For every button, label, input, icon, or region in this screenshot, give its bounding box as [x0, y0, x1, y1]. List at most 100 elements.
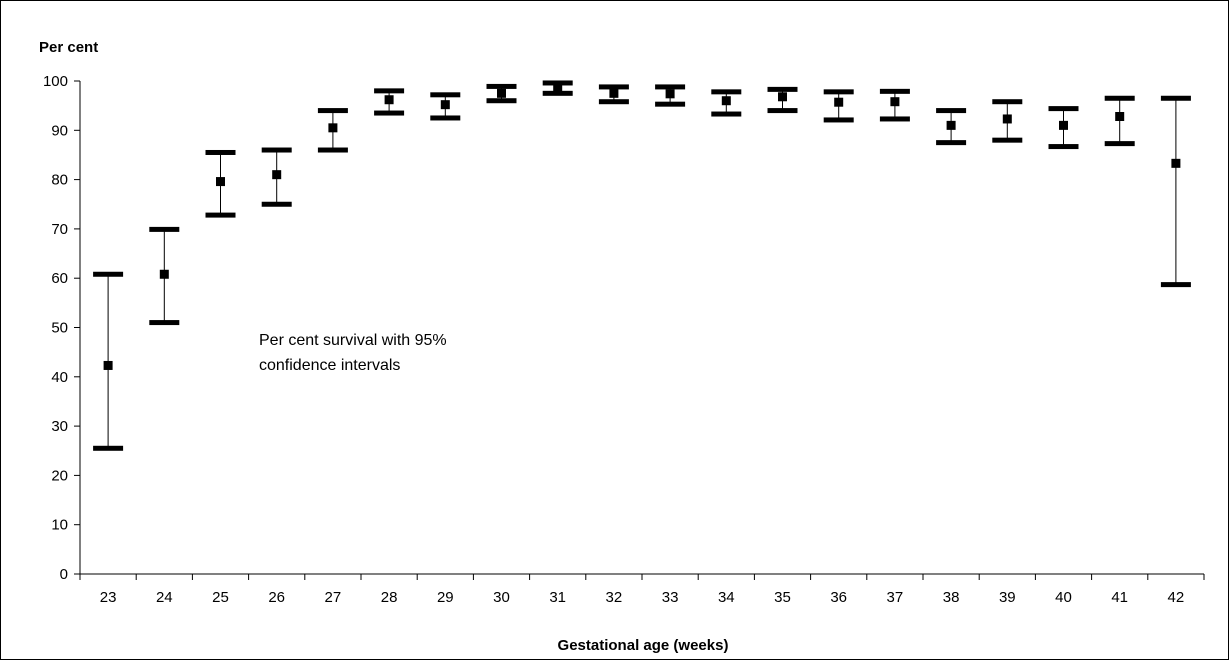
y-tick-label: 50	[51, 320, 68, 337]
data-point	[1171, 158, 1181, 168]
y-tick-label: 10	[51, 517, 68, 534]
error-bar-upper-cap	[823, 89, 854, 95]
y-tick-label: 0	[60, 566, 68, 583]
data-point-group	[879, 88, 910, 122]
x-tick-label: 32	[606, 589, 623, 606]
x-tick-label: 29	[437, 589, 454, 606]
data-point	[272, 170, 282, 180]
data-point	[609, 88, 619, 98]
axes: 0 10 20 30 40 50 60 70 80 90 100 23 24 25 26 27 28 29 30 31…	[43, 73, 1205, 606]
annotation-line-1: Per cent survival with 95%	[259, 332, 447, 349]
x-axis-title: Gestational age (weeks)	[558, 637, 729, 654]
y-tick-label: 90	[51, 122, 68, 139]
data-point	[328, 123, 338, 133]
data-point-group	[823, 89, 854, 123]
x-tick-label: 27	[325, 589, 342, 606]
data-point-group	[936, 108, 967, 146]
data-point	[721, 96, 731, 106]
data-point	[216, 177, 225, 187]
error-bar-upper-cap	[1048, 106, 1079, 112]
data-point-group	[430, 92, 461, 121]
y-tick-label: 70	[51, 221, 68, 238]
data-point-group	[149, 226, 180, 326]
error-bar-upper-cap	[149, 226, 180, 232]
error-bar-upper-cap	[598, 84, 629, 90]
error-bar-upper-cap	[1160, 95, 1191, 101]
y-tick-label: 30	[51, 418, 68, 435]
data-point-group	[598, 84, 629, 105]
data-point	[553, 83, 563, 93]
data-point	[159, 269, 169, 279]
data-point	[665, 89, 675, 99]
x-tick-label: 40	[1055, 589, 1072, 606]
data-point-group	[1160, 95, 1191, 288]
error-bar-lower-cap	[1104, 141, 1135, 147]
error-bar-lower-cap	[317, 147, 348, 153]
x-tick-label: 37	[887, 589, 904, 606]
x-tick-label: 38	[943, 589, 960, 606]
error-bar-lower-cap	[430, 115, 461, 121]
error-bar-lower-cap	[992, 137, 1023, 143]
error-bar-upper-cap	[711, 89, 742, 95]
x-tick-label: 31	[549, 589, 566, 606]
data-point-group	[374, 88, 405, 116]
error-bar-lower-cap	[542, 90, 573, 96]
error-bar-upper-cap	[936, 108, 967, 114]
y-tick-label: 40	[51, 369, 68, 386]
x-tick-label: 25	[212, 589, 229, 606]
error-bar-upper-cap	[205, 149, 236, 155]
error-bar-upper-cap	[93, 271, 124, 277]
data-point-group	[205, 149, 236, 218]
data-point	[890, 97, 900, 107]
annotation-line-2: confidence intervals	[259, 357, 400, 374]
error-bar-lower-cap	[598, 99, 629, 105]
data-point-group	[486, 83, 517, 104]
data-point-group	[1048, 106, 1079, 150]
data-point	[103, 360, 113, 370]
error-bar-lower-cap	[655, 101, 686, 107]
y-tick-label: 60	[51, 270, 68, 287]
x-tick-label: 24	[156, 589, 173, 606]
data-point-group	[317, 108, 348, 153]
error-bar-lower-cap	[374, 110, 405, 116]
x-tick-label: 34	[718, 589, 735, 606]
data-point	[946, 120, 956, 130]
data-point	[834, 97, 844, 107]
y-tick-label: 20	[51, 467, 68, 484]
data-point	[1115, 111, 1125, 121]
error-bar-upper-cap	[374, 88, 405, 94]
error-bar-upper-cap	[655, 84, 686, 90]
x-tick-label: 36	[830, 589, 847, 606]
data-point	[440, 100, 450, 110]
error-bar-lower-cap	[149, 320, 180, 326]
error-bar-lower-cap	[767, 108, 798, 114]
x-tick-label: 39	[999, 589, 1016, 606]
data-point	[1059, 120, 1068, 130]
x-tick-label: 35	[774, 589, 791, 606]
error-bar-lower-cap	[486, 98, 517, 104]
error-bar-lower-cap	[261, 201, 292, 207]
x-tick-label: 28	[381, 589, 398, 606]
error-bar-upper-cap	[992, 99, 1023, 105]
error-bar-lower-cap	[711, 111, 742, 117]
data-point-group	[542, 80, 573, 96]
error-bar-upper-cap	[317, 108, 348, 114]
data-point-group	[992, 99, 1023, 143]
error-bar-upper-cap	[430, 92, 461, 98]
data-point-group	[655, 84, 686, 107]
error-bar-lower-cap	[205, 212, 236, 218]
x-tick-label: 23	[100, 589, 117, 606]
data-point	[384, 95, 394, 105]
error-bar-lower-cap	[1160, 282, 1191, 288]
data-point-group	[767, 86, 798, 114]
x-tick-label: 30	[493, 589, 510, 606]
x-tick-label: 42	[1168, 589, 1185, 606]
y-axis-title: Per cent	[39, 39, 98, 56]
y-tick-label: 100	[43, 73, 68, 90]
data-point-group	[261, 147, 292, 207]
error-bar-upper-cap	[542, 80, 573, 86]
x-tick-label: 41	[1111, 589, 1128, 606]
data-marks	[93, 80, 1191, 451]
